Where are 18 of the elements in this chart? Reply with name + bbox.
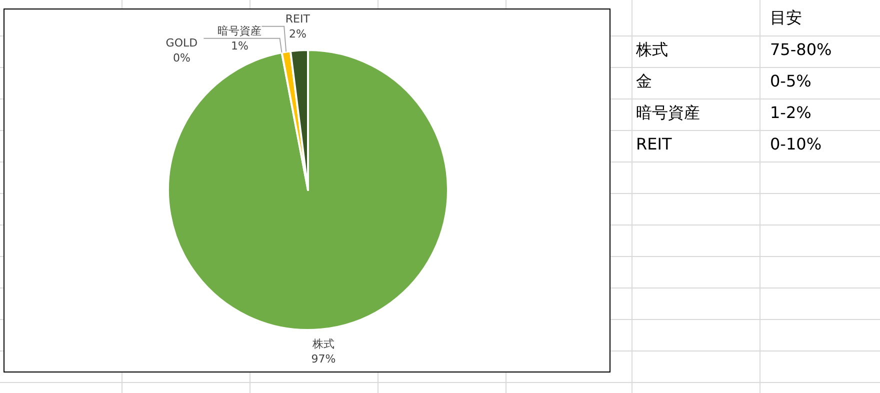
category-label: 株式	[635, 40, 668, 59]
text: 0%	[172, 51, 190, 64]
data-label: 2%	[288, 27, 306, 40]
text: 75-80%	[770, 40, 832, 59]
data-label: 97%	[311, 352, 336, 366]
text: 目安	[770, 8, 802, 27]
slice-label: 株式	[311, 337, 334, 350]
category-label: REIT	[636, 134, 672, 154]
data-label: 1%	[230, 39, 248, 52]
slice-label: 暗号資産	[218, 24, 262, 38]
category-label: 金	[636, 72, 652, 90]
text: 0-10%	[770, 134, 822, 154]
category-label: 暗号資産	[636, 103, 700, 122]
text: 0-5%	[770, 72, 812, 90]
slice-label: REIT	[285, 12, 310, 26]
text: 1-2%	[770, 103, 812, 122]
pie-slice	[167, 49, 449, 331]
category-label: GOLD	[166, 36, 198, 50]
